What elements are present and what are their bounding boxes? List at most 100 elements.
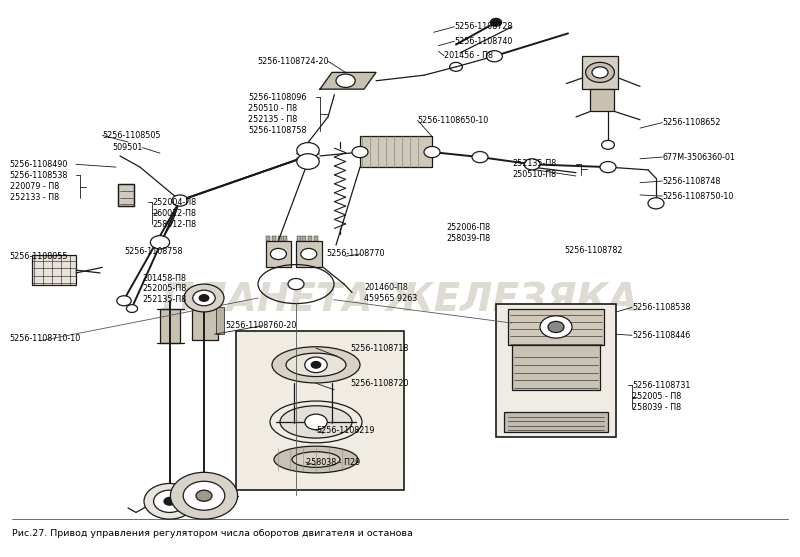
Ellipse shape: [286, 353, 346, 377]
Bar: [314, 236, 318, 241]
Bar: [512, 345, 600, 390]
Ellipse shape: [272, 346, 360, 383]
Circle shape: [524, 159, 540, 170]
Circle shape: [472, 152, 488, 163]
Bar: [118, 184, 134, 206]
Text: 250510 - П8: 250510 - П8: [248, 104, 297, 113]
Circle shape: [336, 74, 355, 87]
Circle shape: [164, 497, 175, 505]
Circle shape: [600, 162, 616, 173]
Circle shape: [288, 278, 304, 290]
Bar: [192, 301, 218, 340]
Text: 5256-1108538: 5256-1108538: [10, 171, 68, 180]
Bar: [508, 309, 604, 345]
Circle shape: [311, 361, 321, 368]
Bar: [160, 309, 180, 343]
Text: 252135-П8: 252135-П8: [142, 295, 186, 304]
Polygon shape: [320, 72, 376, 89]
Circle shape: [196, 490, 212, 501]
Circle shape: [300, 150, 316, 162]
Text: 252005-П8: 252005-П8: [142, 284, 186, 293]
Text: 5256-1108760-20: 5256-1108760-20: [226, 321, 297, 330]
Circle shape: [170, 472, 238, 519]
Text: 252004-П8: 252004-П8: [152, 198, 196, 207]
Text: 5256-1108219: 5256-1108219: [316, 426, 374, 434]
Text: 5256-1108710-10: 5256-1108710-10: [10, 334, 81, 343]
Circle shape: [490, 18, 502, 26]
Text: 250510-П8: 250510-П8: [512, 170, 556, 179]
Text: 5256-1108770: 5256-1108770: [326, 250, 385, 258]
Bar: [236, 331, 404, 490]
Text: 5256-1108782: 5256-1108782: [564, 246, 622, 255]
Circle shape: [184, 284, 224, 312]
Circle shape: [352, 146, 368, 158]
Bar: [360, 136, 432, 167]
Bar: [297, 236, 301, 241]
Text: 258039-П8: 258039-П8: [446, 234, 490, 243]
Text: 252133 - П8: 252133 - П8: [10, 193, 58, 202]
Bar: [148, 499, 192, 506]
Text: 5256-1108750-10: 5256-1108750-10: [662, 192, 734, 201]
Text: 252135 - П8: 252135 - П8: [248, 115, 298, 124]
Text: Рис.27. Привод управления регулятором числа оборотов двигателя и останова: Рис.27. Привод управления регулятором чи…: [12, 529, 413, 538]
Text: 5256-1108650-10: 5256-1108650-10: [418, 116, 489, 125]
Text: 5256-1108728: 5256-1108728: [454, 22, 513, 31]
Circle shape: [586, 62, 614, 82]
Text: 220079 - П8: 220079 - П8: [10, 182, 59, 191]
Text: 5256-1108055: 5256-1108055: [10, 252, 68, 261]
Bar: [308, 236, 312, 241]
Text: ПЛАНЕТА ЖЕЛЕЗЯКА: ПЛАНЕТА ЖЕЛЕЗЯКА: [162, 282, 638, 320]
Circle shape: [150, 236, 170, 249]
Bar: [283, 236, 287, 241]
Bar: [504, 412, 608, 432]
Circle shape: [117, 296, 131, 306]
Text: 5256-1108724-20: 5256-1108724-20: [258, 57, 329, 66]
Circle shape: [297, 143, 319, 158]
Text: 258039 - П8: 258039 - П8: [632, 403, 681, 412]
Bar: [266, 241, 291, 267]
Circle shape: [486, 51, 502, 62]
Text: 5256-1108096: 5256-1108096: [248, 93, 306, 102]
Text: 5256-1108748: 5256-1108748: [662, 177, 721, 185]
Text: 5256-1108758: 5256-1108758: [248, 126, 306, 135]
Circle shape: [193, 290, 215, 306]
Text: 201458-П8: 201458-П8: [142, 274, 186, 283]
Text: 5256-1108652: 5256-1108652: [662, 118, 721, 127]
Ellipse shape: [292, 452, 340, 467]
Circle shape: [305, 414, 327, 430]
Ellipse shape: [280, 405, 352, 438]
Circle shape: [540, 316, 572, 338]
Bar: [278, 236, 282, 241]
Circle shape: [424, 146, 440, 158]
Circle shape: [270, 248, 286, 260]
Text: 201460-П8: 201460-П8: [364, 283, 408, 292]
Text: 252005 - П8: 252005 - П8: [632, 392, 682, 401]
Bar: [266, 236, 270, 241]
Text: 5256-1108740: 5256-1108740: [454, 37, 513, 46]
Bar: [272, 236, 276, 241]
Text: 5256-1108731: 5256-1108731: [632, 381, 690, 390]
Circle shape: [154, 490, 186, 512]
Bar: [118, 184, 134, 206]
Text: 5256-1108490: 5256-1108490: [10, 160, 68, 169]
Text: 258012-П8: 258012-П8: [152, 220, 196, 229]
Circle shape: [548, 321, 564, 333]
Bar: [582, 56, 618, 89]
Text: 5256-1108720: 5256-1108720: [350, 379, 409, 388]
Circle shape: [602, 140, 614, 149]
Circle shape: [301, 248, 317, 260]
Text: 677М-3506360-01: 677М-3506360-01: [662, 153, 735, 162]
Circle shape: [648, 198, 664, 209]
Circle shape: [172, 195, 188, 206]
Text: 5256-1108505: 5256-1108505: [102, 131, 161, 140]
Text: 258038 - П29: 258038 - П29: [306, 458, 360, 467]
Circle shape: [305, 357, 327, 373]
Text: 201456 - П8: 201456 - П8: [444, 51, 493, 60]
Text: 5256-1108446: 5256-1108446: [632, 331, 690, 340]
Text: 260012-П8: 260012-П8: [152, 209, 196, 218]
Ellipse shape: [274, 446, 358, 473]
Text: 5256-1108718: 5256-1108718: [350, 344, 409, 353]
Text: 5256-1108758: 5256-1108758: [124, 247, 182, 256]
Text: 252135-П8: 252135-П8: [512, 159, 556, 168]
Bar: [216, 307, 224, 334]
